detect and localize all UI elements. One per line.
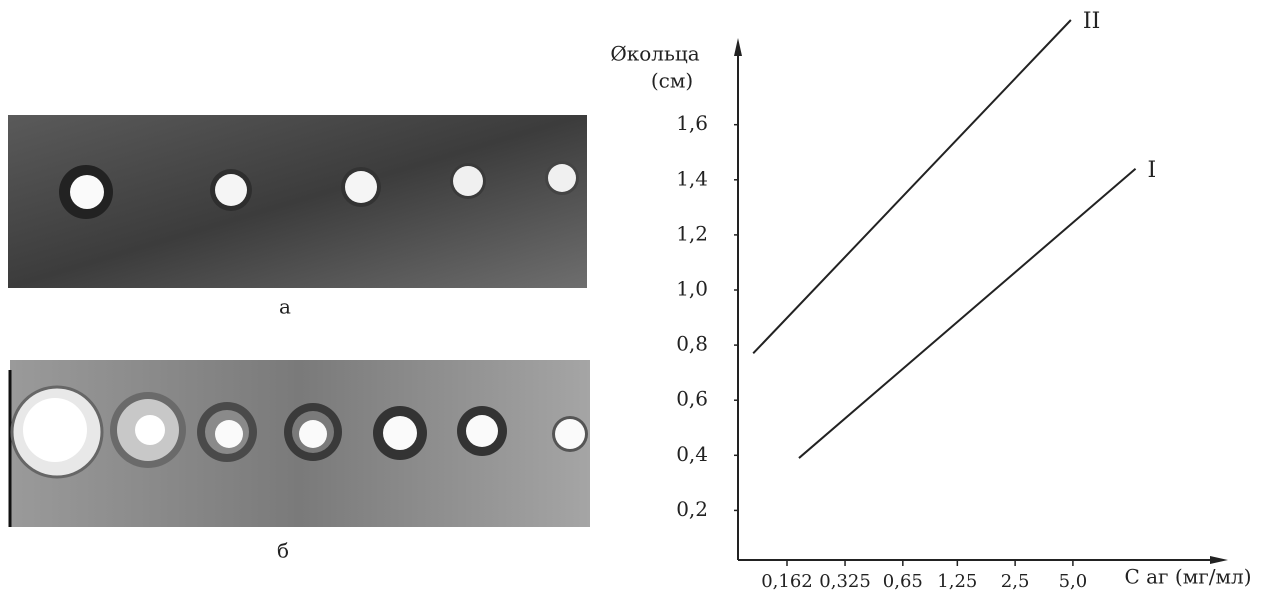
series-label: II (1083, 9, 1100, 34)
x-tick-label: 1,25 (937, 571, 977, 592)
series-line (799, 169, 1136, 458)
x-axis-label: C аг (мг/мл) (1124, 565, 1251, 589)
y-tick-label: 0,8 (676, 332, 708, 356)
series-label: I (1148, 158, 1157, 183)
x-tick-label: 5,0 (1059, 571, 1088, 592)
y-tick-label: 0,2 (676, 497, 708, 521)
x-tick-label: 0,325 (819, 571, 871, 592)
y-tick-label: 1,2 (676, 221, 708, 245)
photo-label: б (277, 539, 289, 563)
figure: а б Øкольца (см) C аг (мг/мл) 0,2 0,4 0,6 0… (0, 0, 1283, 602)
photo-a (8, 115, 587, 288)
y-axis-label: (см) (651, 69, 693, 93)
photo-label: а (279, 295, 291, 319)
series-line (753, 20, 1071, 353)
x-tick-label: 2,5 (1001, 571, 1030, 592)
y-tick-label: 1,6 (676, 111, 708, 135)
y-tick-label: 0,4 (676, 442, 708, 466)
y-tick-label: 1,0 (676, 277, 708, 301)
y-tick-label: 1,4 (676, 166, 708, 190)
x-tick-label: 0,162 (761, 571, 813, 592)
x-tick-label: 0,65 (883, 571, 923, 592)
y-tick-label: 0,6 (676, 387, 708, 411)
y-axis-label: Øкольца (610, 42, 699, 66)
photo-b (10, 360, 590, 527)
